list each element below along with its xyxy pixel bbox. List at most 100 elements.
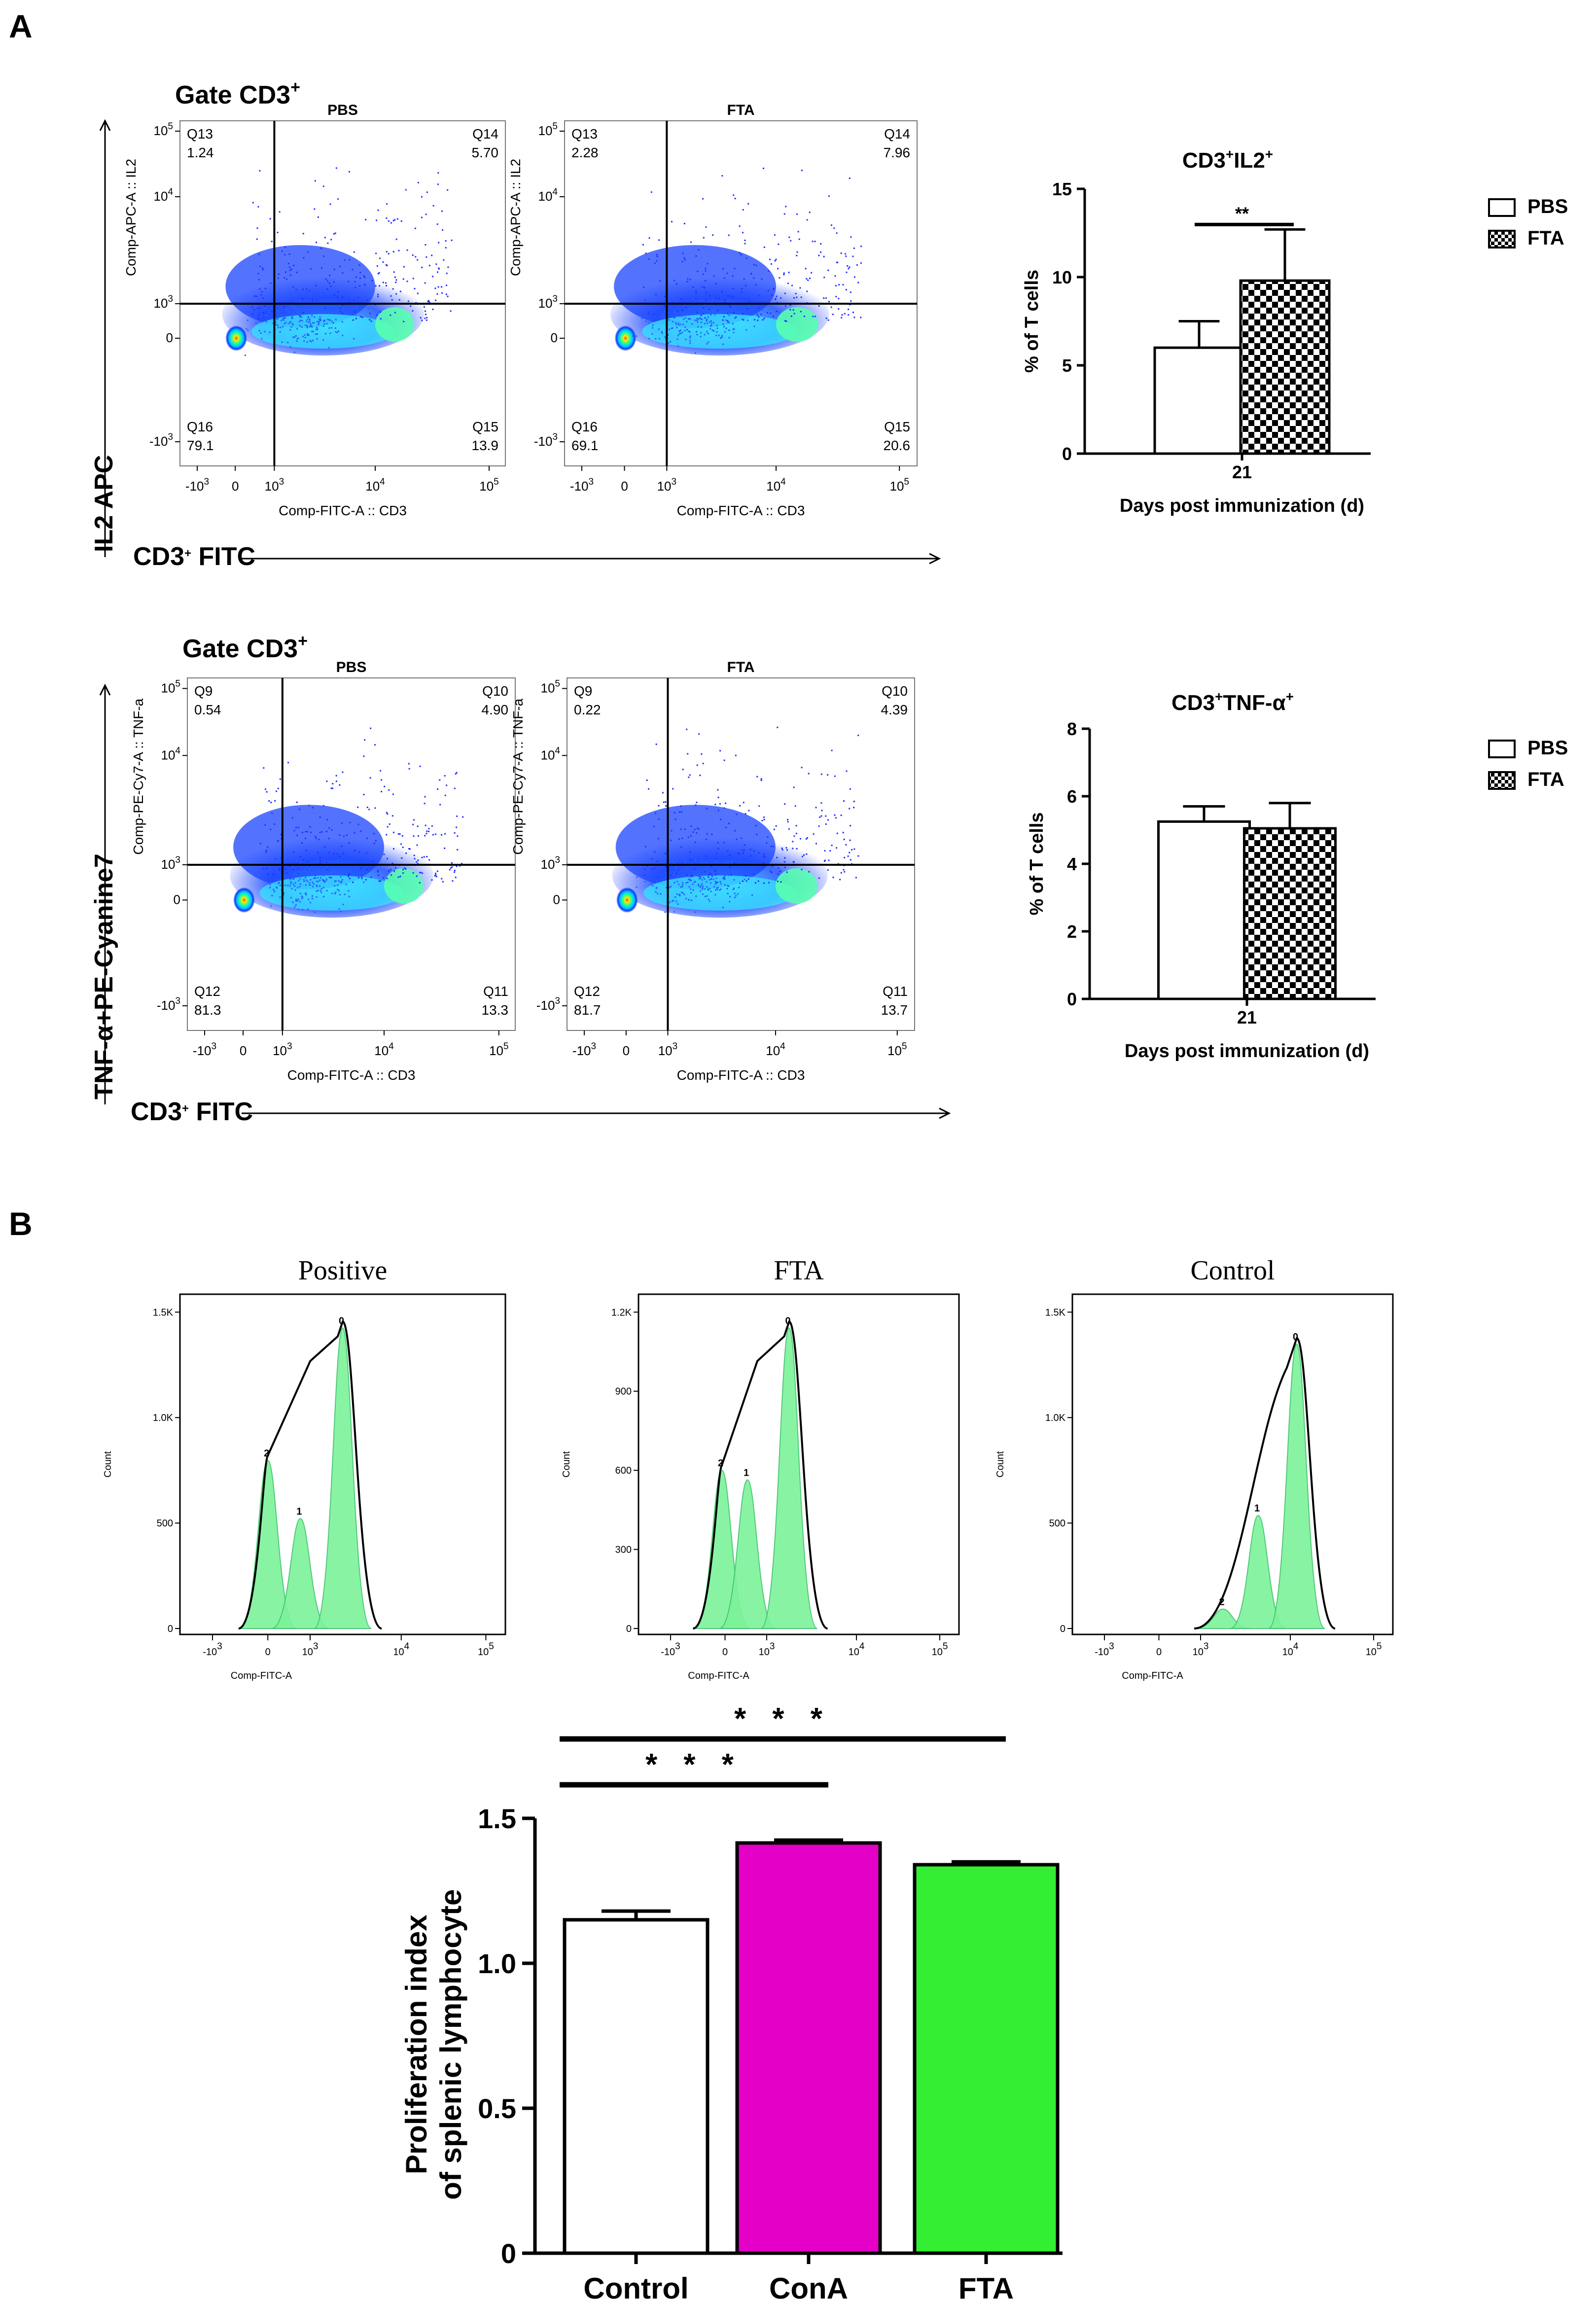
- flow-event-dot: [706, 895, 708, 897]
- legend-label-pbs: PBS: [1527, 196, 1568, 217]
- flow-event-dot: [428, 301, 430, 303]
- flow-event-dot: [397, 876, 399, 878]
- flow-event-dot: [329, 275, 330, 277]
- flow-event-dot: [682, 869, 684, 871]
- flow-event-dot: [311, 341, 313, 343]
- flow-event-dot: [755, 284, 757, 286]
- flow-event-dot: [277, 310, 279, 312]
- flow-event-dot: [720, 873, 722, 875]
- flow-event-dot: [383, 877, 385, 879]
- flow-event-dot: [686, 281, 688, 283]
- flow-event-dot: [332, 322, 334, 324]
- flow-event-dot: [684, 317, 686, 319]
- flow-event-dot: [336, 331, 338, 333]
- flow-event-dot: [310, 879, 312, 881]
- flow-event-dot: [447, 266, 449, 268]
- flow-event-dot: [744, 243, 746, 245]
- flow-event-dot: [712, 321, 714, 323]
- flow-event-dot: [695, 352, 696, 354]
- flow-event-dot: [768, 882, 770, 884]
- flow-event-dot: [290, 897, 292, 899]
- flow-event-dot: [831, 845, 833, 847]
- flow-event-dot: [259, 307, 261, 309]
- flow-event-dot: [357, 823, 359, 825]
- flow-y-parameter: Comp-PE-Cy7-A :: TNF-a: [510, 698, 526, 854]
- flow-event-dot: [699, 890, 701, 892]
- hist-x-tick-label: 104: [1282, 1641, 1299, 1658]
- flow-event-dot: [828, 859, 830, 861]
- flow-event-dot: [417, 859, 419, 861]
- flow-event-dot: [355, 276, 357, 278]
- flow-event-dot: [413, 819, 415, 821]
- x-axis-label: CD3+ FITC: [133, 542, 255, 571]
- flow-scatter: [230, 727, 464, 918]
- flow-event-dot: [384, 785, 386, 787]
- flow-event-dot: [349, 171, 350, 173]
- x-tick-label: 21: [1237, 1007, 1257, 1027]
- flow-event-dot: [297, 898, 299, 900]
- flow-event-dot: [262, 269, 264, 271]
- flow-event-dot: [299, 856, 301, 857]
- histogram-envelope: [692, 1320, 828, 1629]
- flow-event-dot: [809, 278, 811, 280]
- flow-event-dot: [299, 809, 300, 810]
- flow-event-dot: [654, 316, 656, 318]
- flow-event-dot: [632, 335, 634, 337]
- flow-event-dot: [319, 831, 321, 833]
- flow-event-dot: [705, 838, 707, 840]
- flow-event-dot: [261, 338, 263, 340]
- flow-event-dot: [438, 242, 440, 244]
- chart-title: CD3+IL2+: [1182, 146, 1273, 173]
- flow-event-dot: [689, 774, 691, 776]
- flow-event-dot: [645, 846, 647, 848]
- flow-event-dot: [710, 890, 712, 892]
- flow-event-dot: [743, 802, 745, 804]
- flow-event-dot: [715, 301, 717, 303]
- flow-event-dot: [751, 894, 753, 896]
- flow-event-dot: [689, 331, 691, 333]
- flow-event-dot: [733, 312, 735, 314]
- flow-event-dot: [754, 863, 756, 865]
- flow-event-dot: [732, 275, 734, 277]
- flow-event-dot: [284, 885, 286, 886]
- flow-event-dot: [712, 310, 714, 312]
- flow-event-dot: [281, 250, 283, 252]
- flow-event-dot: [360, 867, 362, 869]
- flow-event-dot: [319, 316, 321, 318]
- quadrant-name: Q15: [884, 419, 910, 434]
- flow-event-dot: [419, 765, 421, 767]
- flow-event-dot: [677, 335, 679, 337]
- flow-event-dot: [408, 768, 410, 770]
- flow-event-dot: [845, 289, 847, 290]
- flow-event-dot: [247, 329, 249, 331]
- flow-event-dot: [331, 327, 333, 329]
- flow-event-dot: [436, 223, 438, 225]
- flow-event-dot: [306, 326, 308, 328]
- flow-event-dot: [687, 882, 689, 884]
- flow-event-dot: [264, 308, 266, 310]
- flow-event-dot: [348, 301, 350, 303]
- flow-event-dot: [696, 764, 698, 766]
- hist-x-tick-label: -103: [203, 1641, 222, 1658]
- flow-event-dot: [273, 888, 275, 890]
- flow-event-dot: [338, 880, 340, 882]
- flow-event-dot: [309, 290, 311, 292]
- flow-event-dot: [311, 315, 313, 317]
- flow-event-dot: [421, 319, 423, 321]
- flow-event-dot: [689, 342, 691, 344]
- flow-event-dot: [781, 848, 783, 849]
- flow-event-dot: [669, 328, 671, 330]
- flow-event-dot: [265, 851, 267, 853]
- flow-density-hotspot: [776, 307, 818, 342]
- flow-event-dot: [322, 185, 324, 187]
- flow-event-dot: [712, 870, 714, 872]
- flow-event-dot: [728, 337, 730, 339]
- flow-event-dot: [675, 323, 677, 325]
- flow-event-dot: [390, 869, 391, 871]
- flow-event-dot: [724, 878, 726, 880]
- flow-event-dot: [720, 888, 722, 890]
- flow-event-dot: [426, 256, 427, 258]
- flow-event-dot: [650, 191, 652, 193]
- hist-y-tick-label: 0: [626, 1624, 632, 1634]
